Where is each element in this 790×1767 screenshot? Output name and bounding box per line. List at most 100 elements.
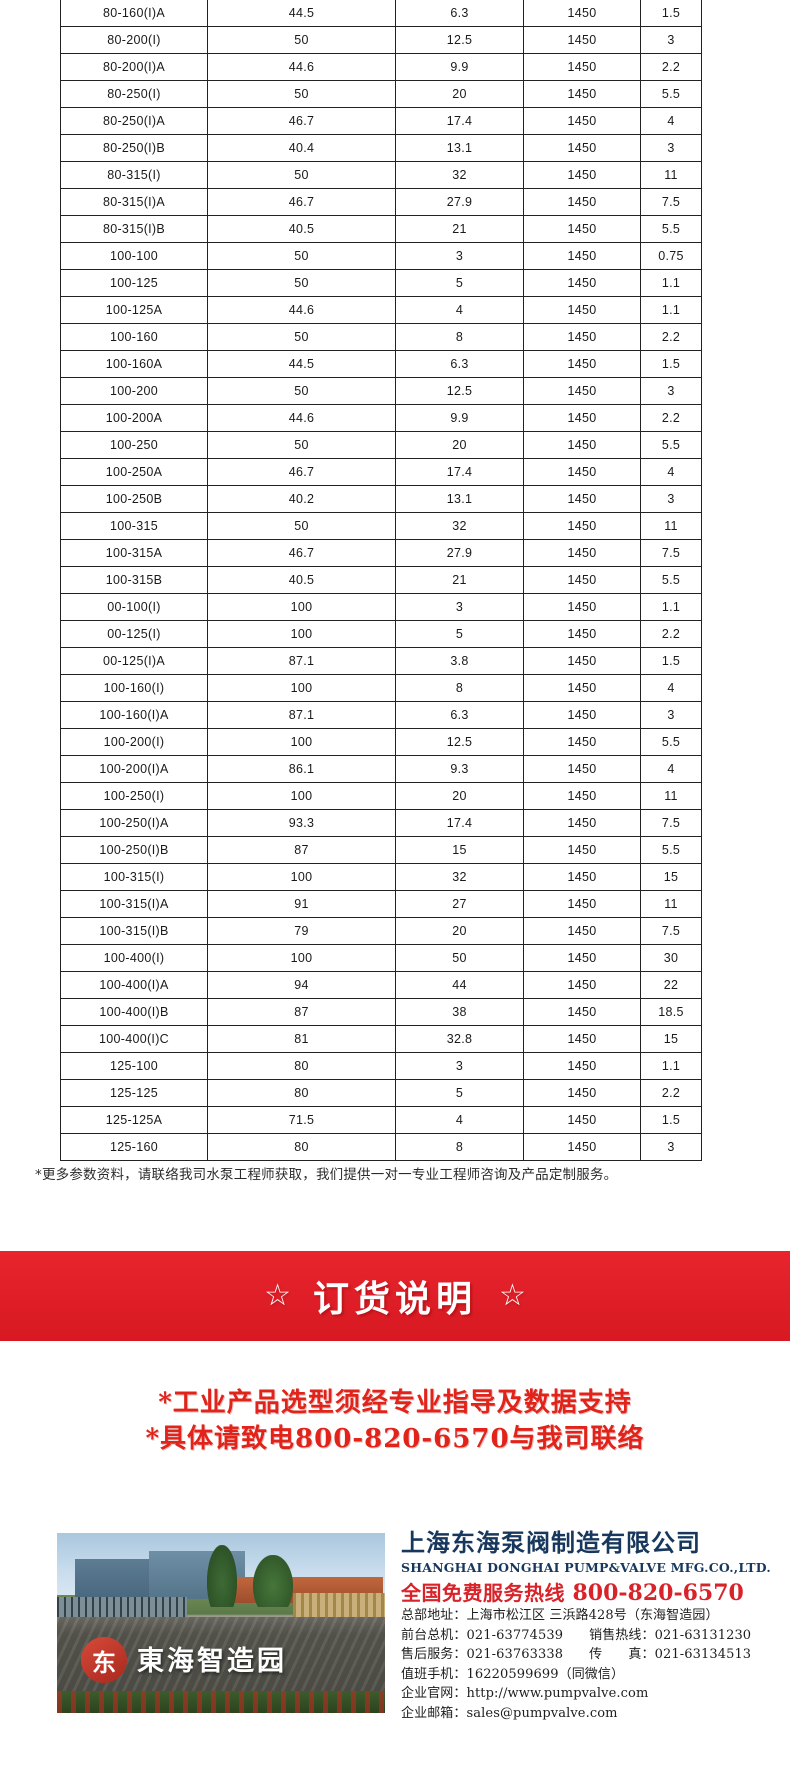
table-row: 100-400(I)A 94 44 1450 22 — [60, 971, 702, 999]
cell-value: 6.3 — [395, 701, 524, 729]
cell-value: 4 — [395, 1106, 524, 1134]
contact-value: 021-63763338 — [466, 1647, 564, 1662]
cell-value: 1450 — [523, 647, 641, 675]
cell-value: 1450 — [523, 1025, 641, 1053]
table-row: 100-250(I) 100 20 1450 11 — [60, 782, 702, 810]
cell-value: 11 — [640, 161, 702, 189]
cell-model: 100-250(I) — [60, 782, 208, 810]
table-footnote: *更多参数资料，请联络我司水泵工程师获取，我们提供一对一专业工程师咨询及产品定制… — [35, 1167, 618, 1183]
cell-value: 100 — [207, 728, 396, 756]
cell-value: 50 — [207, 26, 396, 54]
cell-value: 1450 — [523, 1106, 641, 1134]
cell-value: 50 — [207, 323, 396, 351]
cell-value: 1450 — [523, 188, 641, 216]
cell-value: 1450 — [523, 782, 641, 810]
cell-model: 100-315 — [60, 512, 208, 540]
cell-value: 1450 — [523, 944, 641, 972]
star-right-icon: ☆ — [499, 1279, 526, 1312]
cell-value: 2.2 — [640, 323, 702, 351]
cell-value: 4 — [395, 296, 524, 324]
cell-value: 1.5 — [640, 0, 702, 27]
cell-value: 17.4 — [395, 107, 524, 135]
table-row: 100-160(I)A 87.1 6.3 1450 3 — [60, 701, 702, 729]
cell-model: 100-315B — [60, 566, 208, 594]
contact-label: 企业邮箱： — [401, 1705, 467, 1721]
contact-value: http://www.pumpvalve.com — [466, 1686, 649, 1701]
contact-line: 总部地址：上海市松江区 三浜路428号（东海智造园） — [401, 1606, 771, 1626]
cell-value: 1.1 — [640, 296, 702, 324]
cell-value: 1450 — [523, 809, 641, 837]
cell-model: 100-250(I)A — [60, 809, 208, 837]
cell-value: 50 — [207, 161, 396, 189]
cell-model: 100-160A — [60, 350, 208, 378]
table-row: 100-400(I) 100 50 1450 30 — [60, 944, 702, 972]
cell-value: 50 — [207, 377, 396, 405]
cell-model: 100-315(I) — [60, 863, 208, 891]
cell-model: 100-200(I)A — [60, 755, 208, 783]
cell-value: 94 — [207, 971, 396, 999]
table-row: 100-125A 44.6 4 1450 1.1 — [60, 296, 702, 324]
cell-value: 1450 — [523, 836, 641, 864]
company-name-en: SHANGHAI DONGHAI PUMP&VALVE MFG.CO.,LTD. — [401, 1560, 771, 1575]
cell-model: 100-125 — [60, 269, 208, 297]
cell-model: 80-315(I)B — [60, 215, 208, 243]
pump-spec-table-container: 80-160(I)A 44.5 6.3 1450 1.5 80-200(I) 50 12.5 1… — [60, 0, 702, 1161]
cell-value: 1450 — [523, 242, 641, 270]
table-row: 100-250 50 20 1450 5.5 — [60, 431, 702, 459]
table-row: 125-125 80 5 1450 2.2 — [60, 1079, 702, 1107]
cell-value: 32 — [395, 863, 524, 891]
cell-value: 1450 — [523, 863, 641, 891]
contact-label: 值班手机： — [401, 1666, 467, 1682]
cell-value: 1450 — [523, 431, 641, 459]
contact-label-secondary: 传 真： — [589, 1647, 655, 1662]
cell-value: 2.2 — [640, 53, 702, 81]
contact-label: 售后服务： — [401, 1647, 467, 1662]
cell-value: 3.8 — [395, 647, 524, 675]
cell-value: 50 — [207, 512, 396, 540]
cell-model: 100-400(I) — [60, 944, 208, 972]
contact-value: 上海市松江区 三浜路428号（东海智造园） — [466, 1608, 719, 1623]
contact-line: 前台总机：021-63774539 销售热线：021-63131230 — [401, 1626, 771, 1646]
cell-value: 6.3 — [395, 0, 524, 27]
cell-value: 8 — [395, 1133, 524, 1161]
cell-model: 80-200(I)A — [60, 53, 208, 81]
cell-value: 50 — [207, 242, 396, 270]
table-row: 100-315 50 32 1450 11 — [60, 512, 702, 540]
cell-value: 1450 — [523, 1079, 641, 1107]
table-row: 80-250(I)A 46.7 17.4 1450 4 — [60, 107, 702, 135]
table-row: 125-160 80 8 1450 3 — [60, 1133, 702, 1161]
cell-value: 46.7 — [207, 458, 396, 486]
cell-value: 12.5 — [395, 728, 524, 756]
cell-value: 15 — [395, 836, 524, 864]
cell-value: 38 — [395, 998, 524, 1026]
cell-model: 00-125(I) — [60, 620, 208, 648]
cell-value: 100 — [207, 674, 396, 702]
cell-value: 1450 — [523, 917, 641, 945]
cell-value: 13.1 — [395, 485, 524, 513]
cell-model: 100-200 — [60, 377, 208, 405]
table-row: 100-315A 46.7 27.9 1450 7.5 — [60, 539, 702, 567]
cell-value: 100 — [207, 593, 396, 621]
cell-model: 100-200A — [60, 404, 208, 432]
table-row: 100-250B 40.2 13.1 1450 3 — [60, 485, 702, 513]
page-footer: 东 東海智造园 上海东海泵阀制造有限公司 SHANGHAI DONGHAI PU… — [0, 1528, 790, 1767]
table-row: 100-400(I)C 81 32.8 1450 15 — [60, 1025, 702, 1053]
cell-value: 9.3 — [395, 755, 524, 783]
table-row: 80-160(I)A 44.5 6.3 1450 1.5 — [60, 0, 702, 27]
cell-value: 81 — [207, 1025, 396, 1053]
cell-value: 20 — [395, 80, 524, 108]
table-row: 100-200(I) 100 12.5 1450 5.5 — [60, 728, 702, 756]
cell-value: 20 — [395, 431, 524, 459]
cell-value: 44.6 — [207, 296, 396, 324]
cell-value: 1450 — [523, 728, 641, 756]
hotline-label: 全国免费服务热线 — [401, 1581, 565, 1605]
cell-value: 1.5 — [640, 350, 702, 378]
contact-line: 企业邮箱：sales@pumpvalve.com — [401, 1704, 771, 1724]
pump-spec-table-body: 80-160(I)A 44.5 6.3 1450 1.5 80-200(I) 50 12.5 1… — [60, 0, 702, 1161]
cell-value: 44.6 — [207, 53, 396, 81]
cell-value: 40.5 — [207, 215, 396, 243]
table-row: 100-200 50 12.5 1450 3 — [60, 377, 702, 405]
cell-model: 100-250A — [60, 458, 208, 486]
cell-value: 1450 — [523, 350, 641, 378]
cell-model: 80-250(I) — [60, 80, 208, 108]
